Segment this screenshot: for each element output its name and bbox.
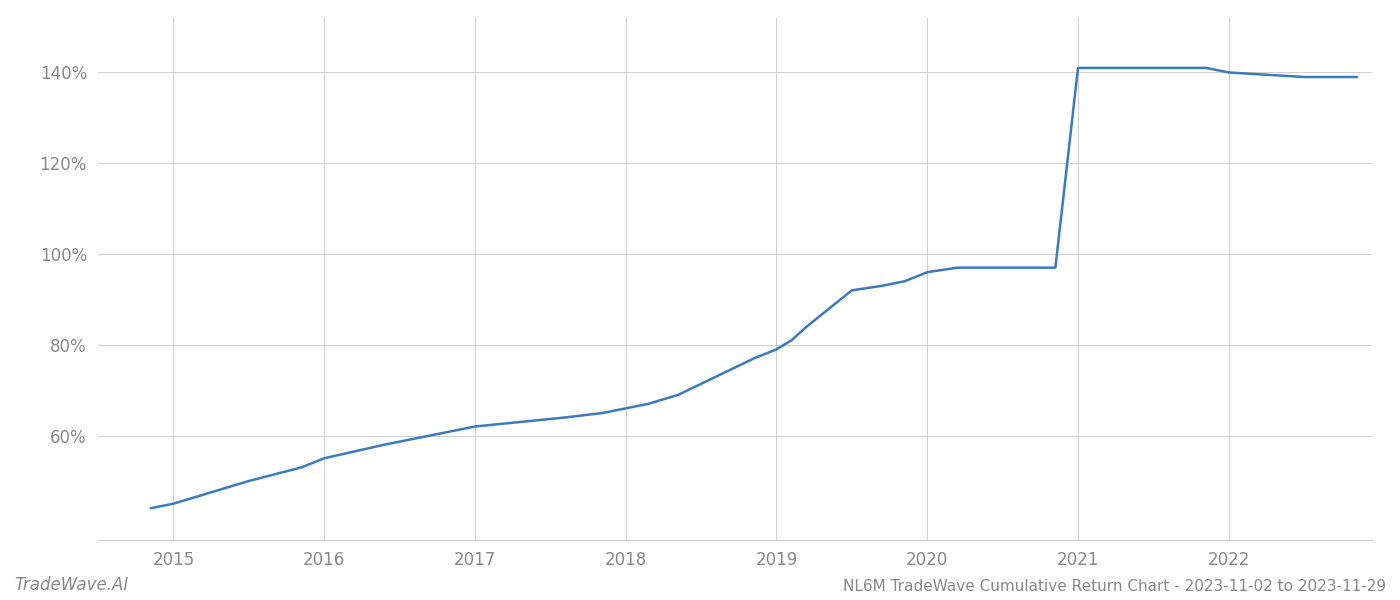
Text: TradeWave.AI: TradeWave.AI — [14, 576, 129, 594]
Text: NL6M TradeWave Cumulative Return Chart - 2023-11-02 to 2023-11-29: NL6M TradeWave Cumulative Return Chart -… — [843, 579, 1386, 594]
